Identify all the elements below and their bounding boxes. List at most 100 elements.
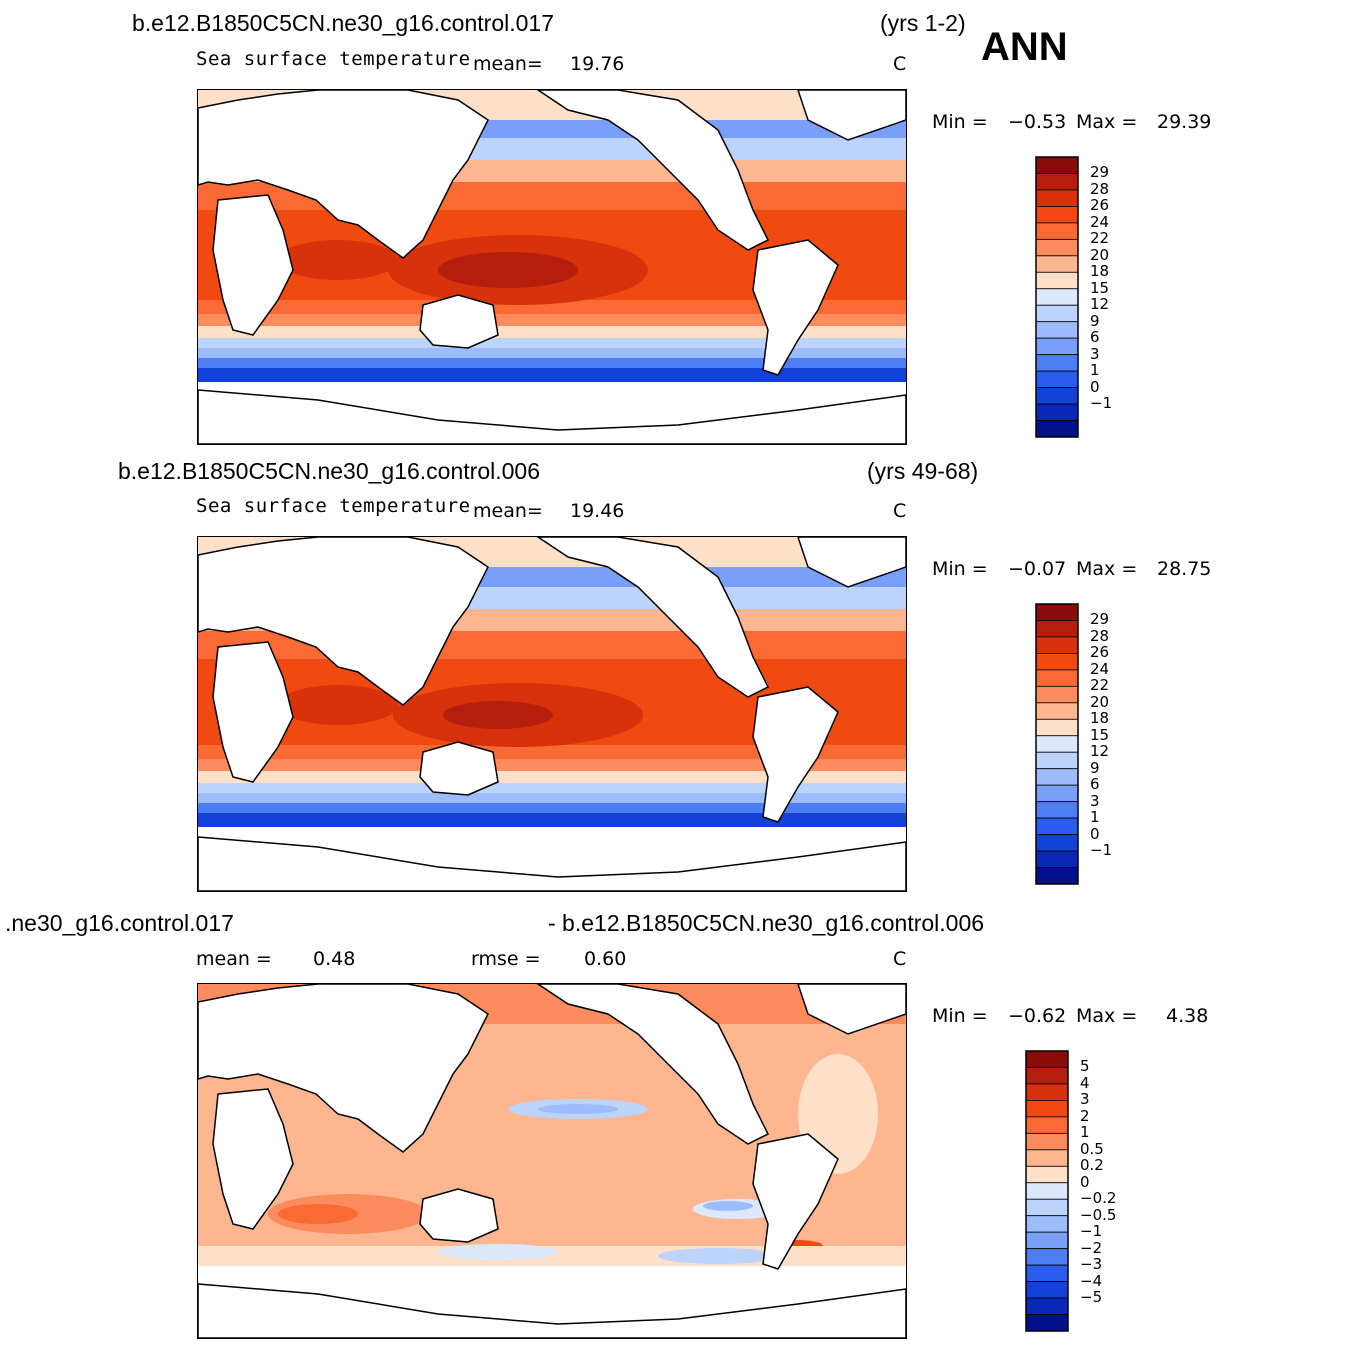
panel2-min-value: −0.07 — [1008, 558, 1067, 580]
colorbar-label: 28 — [1090, 179, 1110, 198]
colorbar-label: 29 — [1090, 610, 1110, 629]
colorbar-swatch — [1025, 1264, 1069, 1282]
panel1-map — [197, 89, 907, 445]
colorbar-outline — [1025, 1050, 1069, 1332]
panel3-rmse-value: 0.60 — [584, 948, 627, 970]
colorbar-label: 29 — [1090, 163, 1110, 182]
colorbar-label: 1 — [1080, 1123, 1090, 1142]
panel1-mean-label: mean= — [473, 53, 543, 75]
colorbar-swatch — [1025, 1248, 1069, 1266]
panel3-min-label: Min = — [932, 1005, 988, 1027]
colorbar-label: −0.5 — [1080, 1205, 1117, 1224]
colorbar-label: 18 — [1090, 709, 1110, 728]
colorbar-swatch — [1025, 1100, 1069, 1118]
colorbar-label: −0.2 — [1080, 1189, 1117, 1208]
panel1-case-title: b.e12.B1850C5CN.ne30_g16.control.017 — [132, 10, 554, 36]
colorbar-swatch — [1025, 1067, 1069, 1085]
panel2-min-label: Min = — [932, 558, 988, 580]
panel1-max-value: 29.39 — [1157, 111, 1212, 133]
colorbar-label: 0.2 — [1080, 1156, 1104, 1175]
panel3-map-svg — [198, 984, 906, 1338]
panel1-years: (yrs 1-2) — [880, 10, 966, 36]
panel1-mean-value: 19.76 — [570, 53, 625, 75]
panel3-max-label: Max = — [1076, 1005, 1138, 1027]
colorbar-label: −3 — [1080, 1255, 1103, 1274]
panel3-rmse-label: rmse = — [471, 948, 541, 970]
colorbar-label: −2 — [1080, 1238, 1103, 1257]
panel2-case-title: b.e12.B1850C5CN.ne30_g16.control.006 — [118, 458, 540, 484]
colorbar-label: 1 — [1090, 361, 1100, 380]
colorbar-label: 12 — [1090, 742, 1110, 761]
panel3-case-left: .ne30_g16.control.017 — [5, 910, 234, 936]
colorbar-label: 28 — [1090, 626, 1110, 645]
colorbar-label: 3 — [1080, 1090, 1090, 1109]
colorbar-label: 20 — [1090, 245, 1110, 264]
season-label: ANN — [981, 25, 1068, 69]
colorbar-label: 3 — [1090, 344, 1100, 363]
colorbar-swatch — [1025, 1215, 1069, 1233]
colorbar-swatch — [1025, 1281, 1069, 1299]
colorbar-label: 22 — [1090, 676, 1110, 695]
colorbar-swatch — [1025, 1165, 1069, 1184]
panel2-mean-value: 19.46 — [570, 500, 625, 522]
panel2-mean-label: mean= — [473, 500, 543, 522]
panel3-max-value: 4.38 — [1166, 1005, 1209, 1027]
colorbar-label: 15 — [1090, 278, 1110, 297]
panel1-min-value: −0.53 — [1008, 111, 1067, 133]
panel3-units: C — [893, 948, 907, 970]
colorbar-label: 4 — [1080, 1073, 1090, 1092]
colorbar-swatch — [1025, 1198, 1069, 1217]
colorbar-label: 12 — [1090, 295, 1110, 314]
colorbar-swatch — [1025, 1149, 1069, 1167]
colorbar-label: 0.5 — [1080, 1139, 1104, 1158]
panel3-case-right: - b.e12.B1850C5CN.ne30_g16.control.006 — [548, 910, 985, 936]
colorbar-label: −1 — [1090, 841, 1113, 860]
colorbar-label: 20 — [1090, 692, 1110, 711]
colorbar-swatch — [1025, 1116, 1069, 1134]
colorbar-label: 26 — [1090, 196, 1110, 215]
colorbar-label: 0 — [1090, 377, 1100, 396]
colorbar-label: −1 — [1090, 394, 1113, 413]
colorbar-swatch — [1025, 1083, 1069, 1101]
colorbar-swatch — [1025, 1132, 1069, 1151]
colorbar-label: 5 — [1080, 1057, 1090, 1076]
panel2-map — [197, 536, 907, 892]
panel2-variable: Sea surface temperature — [196, 495, 471, 517]
panel2-max-value: 28.75 — [1157, 558, 1212, 580]
panel2-years: (yrs 49-68) — [867, 458, 979, 484]
panel3-map — [197, 983, 907, 1339]
colorbar-label: −4 — [1080, 1271, 1103, 1290]
colorbar-label: 15 — [1090, 725, 1110, 744]
colorbar-label: 0 — [1080, 1172, 1090, 1191]
panel2-max-label: Max = — [1076, 558, 1138, 580]
colorbar-label: 6 — [1090, 328, 1100, 347]
panel2-map-svg — [198, 537, 906, 891]
panel3-min-value: −0.62 — [1008, 1005, 1067, 1027]
panel3-mean-value: 0.48 — [313, 948, 356, 970]
colorbar-label: 1 — [1090, 808, 1100, 827]
panel1-units: C — [893, 53, 907, 75]
panel1-map-svg — [198, 90, 906, 444]
colorbar-label: −1 — [1080, 1222, 1103, 1241]
colorbar-swatch — [1025, 1314, 1069, 1332]
colorbar-label: 3 — [1090, 791, 1100, 810]
colorbar-label: 2 — [1080, 1106, 1090, 1125]
colorbar-swatch — [1025, 1182, 1069, 1200]
colorbar-label: 24 — [1090, 659, 1110, 678]
colorbar-label: 9 — [1090, 758, 1100, 777]
panel2-units: C — [893, 500, 907, 522]
panel1-min-label: Min = — [932, 111, 988, 133]
colorbar-outline — [1035, 156, 1079, 438]
colorbar-label: 0 — [1090, 824, 1100, 843]
colorbar-label: 18 — [1090, 262, 1110, 281]
colorbar-label: 9 — [1090, 311, 1100, 330]
colorbar-swatch — [1025, 1297, 1069, 1315]
panel1-max-label: Max = — [1076, 111, 1138, 133]
colorbar-label: 26 — [1090, 643, 1110, 662]
panel3-mean-label: mean = — [196, 948, 272, 970]
colorbar-label: −5 — [1080, 1288, 1103, 1307]
colorbar-label: 24 — [1090, 212, 1110, 231]
